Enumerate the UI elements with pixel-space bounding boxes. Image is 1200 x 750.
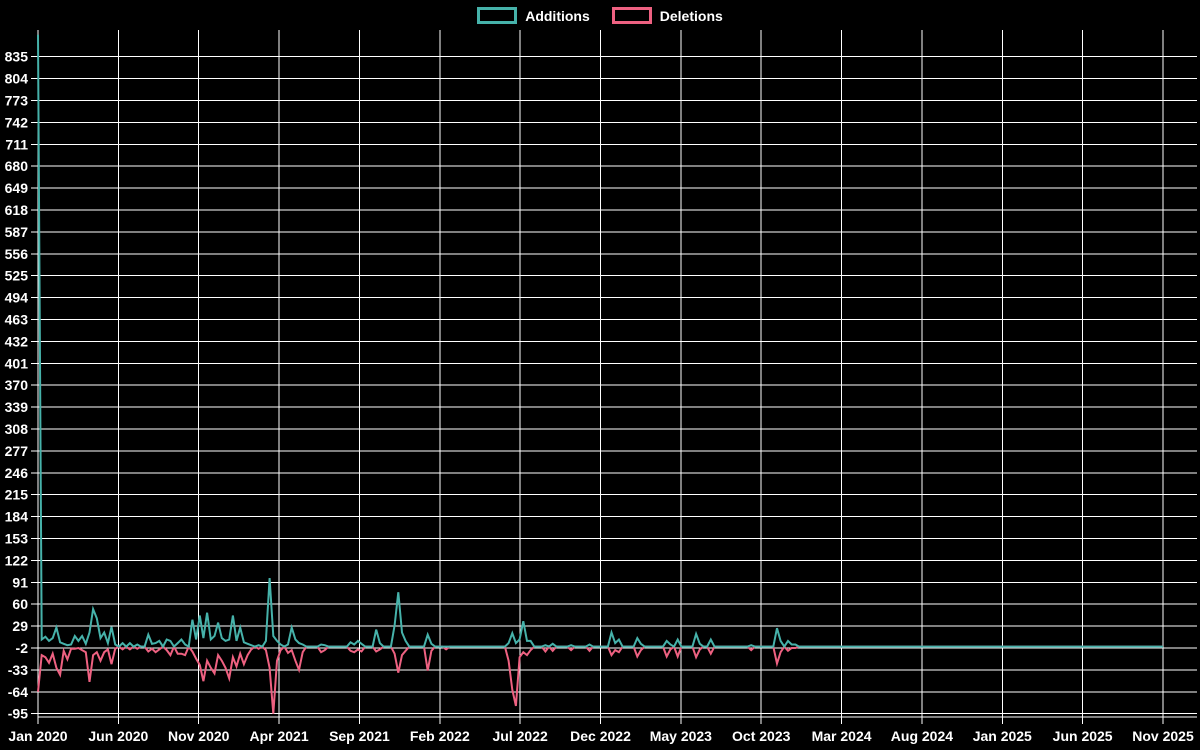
x-tick-label: May 2023 [650,728,712,744]
y-tick-label: 370 [5,377,29,393]
x-tick-label: Jan 2020 [8,728,67,744]
deletions-swatch-icon [611,7,652,24]
y-tick-label: 60 [12,596,28,612]
y-tick-label: 494 [5,290,29,306]
x-tick-label: Mar 2024 [812,728,872,744]
y-tick-label: -95 [8,706,28,722]
y-tick-label: 804 [5,71,29,87]
legend-item-deletions[interactable]: Deletions [611,7,723,24]
y-tick-label: 29 [12,618,28,634]
y-tick-label: 587 [5,224,29,240]
y-tick-label: 463 [5,312,29,328]
y-tick-label: 711 [5,136,28,152]
y-tick-label: 525 [5,268,29,284]
legend-item-additions[interactable]: Additions [477,7,590,24]
x-tick-label: Dec 2022 [570,728,631,744]
y-tick-label: 184 [5,509,29,525]
y-tick-label: 339 [5,399,29,415]
x-tick-label: Nov 2025 [1132,728,1194,744]
y-tick-label: 246 [5,465,29,481]
x-tick-label: Sep 2021 [329,728,390,744]
x-tick-label: Jun 2025 [1053,728,1113,744]
y-tick-label: 215 [5,487,29,503]
y-tick-label: 649 [5,180,29,196]
y-tick-label: 742 [5,114,29,130]
y-tick-label: 401 [5,355,29,371]
x-tick-label: Jul 2022 [493,728,548,744]
y-tick-label: 618 [5,202,29,218]
y-tick-label: 308 [5,421,29,437]
y-tick-label: 680 [5,158,29,174]
x-tick-label: Aug 2024 [891,728,953,744]
series-line-additions [37,34,1163,649]
y-tick-label: 91 [12,574,28,590]
x-tick-label: Jun 2020 [88,728,148,744]
x-tick-label: Apr 2021 [249,728,308,744]
legend-label-deletions: Deletions [659,7,723,24]
y-tick-label: 277 [5,443,29,459]
legend-label-additions: Additions [525,7,590,24]
x-tick-label: Oct 2023 [732,728,791,744]
additions-swatch-icon [477,7,518,24]
y-tick-label: 122 [5,552,29,568]
chart-legend: Additions Deletions [0,7,1200,24]
y-tick-label: 432 [5,333,29,349]
y-tick-label: -33 [8,662,28,678]
y-tick-label: 153 [5,531,29,547]
y-tick-label: 835 [5,49,29,65]
x-tick-label: Feb 2022 [410,728,470,744]
y-tick-label: 773 [5,93,29,109]
x-tick-label: Jan 2025 [973,728,1032,744]
y-tick-label: 556 [5,246,29,262]
y-tick-label: -2 [16,640,29,656]
x-tick-label: Nov 2020 [168,728,230,744]
y-tick-label: -64 [8,684,28,700]
